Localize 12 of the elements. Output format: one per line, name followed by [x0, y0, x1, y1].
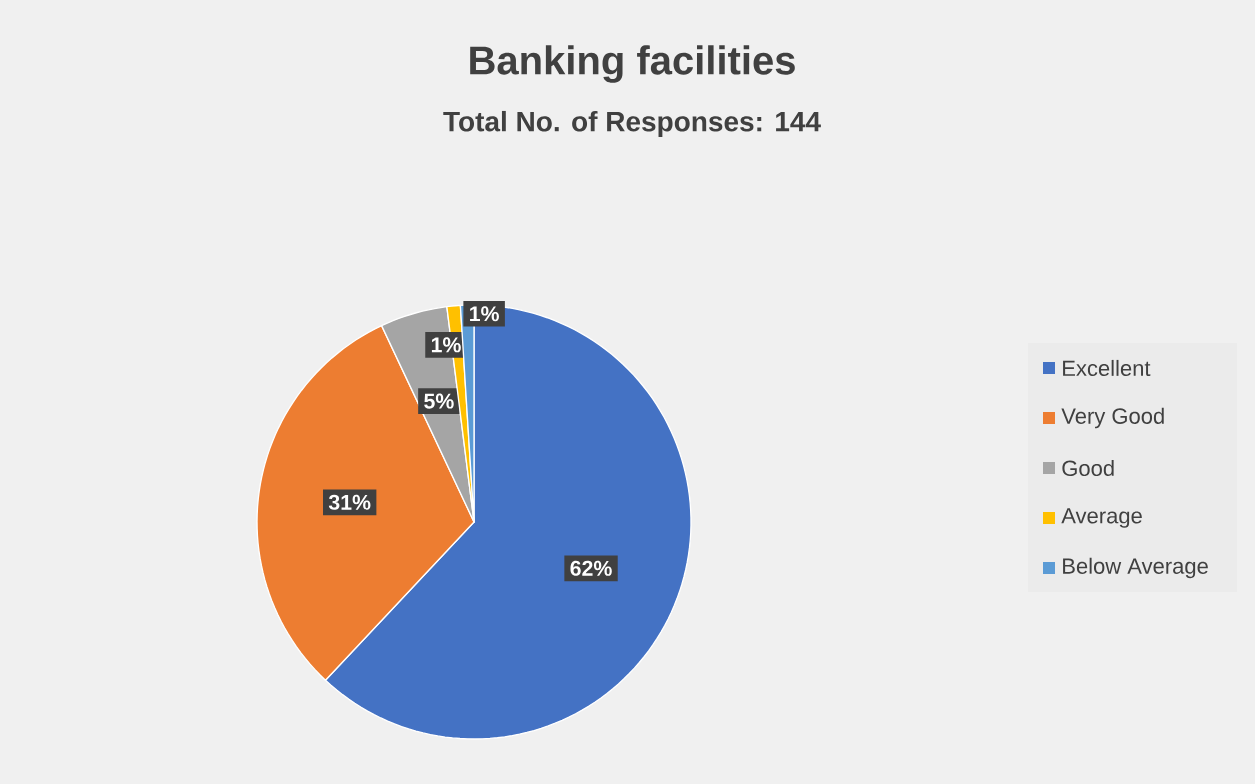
- data-label: 5%: [424, 393, 454, 409]
- legend-label: Below Average: [1063, 557, 1208, 579]
- legend-label: Excellent: [1063, 359, 1151, 377]
- legend-label: Good: [1062, 459, 1114, 477]
- chart-title: Banking facilities: [470, 45, 795, 83]
- legend-label: Very Good: [1061, 407, 1164, 429]
- chart-subtitle: Total No. of Responses: 144: [443, 110, 821, 138]
- data-label: 31%: [328, 494, 371, 510]
- data-label: 1%: [470, 306, 499, 322]
- data-label: 1%: [431, 337, 461, 353]
- data-label: 62%: [570, 560, 612, 576]
- legend-label: Average: [1061, 508, 1142, 528]
